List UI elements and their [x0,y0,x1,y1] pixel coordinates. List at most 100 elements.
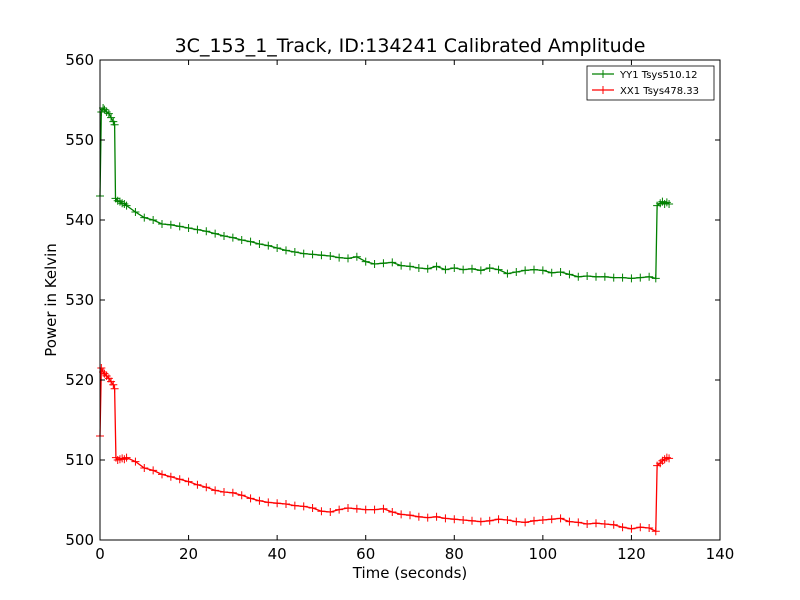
data-point-marker [228,233,237,242]
legend-entry-1: YY1 Tsys510.12 [592,70,698,81]
data-point-marker [166,220,175,229]
data-point-marker [547,515,556,524]
data-point-marker [211,486,220,495]
data-point-marker [556,268,565,276]
y-tick-label: 500 [65,531,94,549]
data-point-marker [441,514,450,523]
data-point-marker [220,232,228,240]
data-point-marker [512,517,521,526]
data-point-marker [583,272,592,280]
data-point-marker [609,520,618,529]
x-tick-label: 120 [617,545,646,563]
data-point-marker [255,240,264,248]
data-point-marker [388,258,397,267]
x-tick-label: 40 [268,545,287,563]
x-tick-label: 140 [706,545,735,563]
data-point-marker [397,261,406,270]
data-point-marker [370,505,379,514]
data-point-marker [149,466,158,475]
data-point-marker [556,514,565,523]
data-point-marker [636,273,645,282]
data-point-marker [600,520,609,528]
y-tick-label: 510 [65,451,94,469]
data-point-marker [184,477,193,486]
y-tick-label: 550 [65,131,94,149]
data-point-marker [665,454,674,463]
y-axis-label: Power in Kelvin [42,243,60,357]
data-point-marker [344,504,352,512]
data-point-marker [158,470,166,479]
data-point-marker [237,491,246,500]
x-tick-label: 60 [356,545,375,563]
data-point-marker [538,266,547,275]
data-point-marker [246,494,255,503]
data-point-marker [600,272,609,281]
data-point-marker [414,264,423,272]
legend-box [586,65,715,101]
data-point-marker [547,268,556,277]
data-point-marker [459,516,468,524]
data-point-marker [109,117,118,126]
legend: YY1 Tsys510.12 XX1 Tsys478.33 [586,65,715,101]
data-point-marker [290,501,299,510]
legend-marker-swatch [599,86,607,94]
data-point-marker [565,270,574,279]
x-tick-label: 80 [445,545,464,563]
data-point-marker [122,453,131,462]
data-point-marker [361,505,370,514]
data-point-marker [175,222,184,231]
data-point-marker [140,464,149,472]
x-tick-label: 0 [95,545,105,563]
data-point-marker [202,227,211,236]
data-point-marker [609,273,618,282]
legend-marker-swatch [599,70,607,78]
data-point-marker [521,518,530,527]
data-point-marker [122,201,131,210]
y-tick-label: 530 [65,291,94,309]
data-point-marker [379,504,388,513]
data-point-marker [264,241,273,250]
data-point-marker [228,488,237,497]
data-point-marker [574,518,583,527]
data-point-marker [450,515,459,524]
legend-label: YY1 Tsys510.12 [619,70,698,81]
y-tick-label: 560 [65,51,94,69]
data-point-marker [432,512,441,521]
data-point-marker [299,502,308,511]
data-point-marker [468,264,476,273]
data-point-marker [308,504,317,512]
data-point-marker [512,268,521,276]
legend-entry-2: XX1 Tsys478.33 [592,86,699,97]
data-point-marker [618,273,627,282]
data-point-marker [131,457,140,466]
data-point-marker [379,259,388,268]
data-point-marker [636,523,645,532]
data-point-marker [406,262,414,271]
data-point-marker [299,249,308,258]
data-point-marker [273,244,282,252]
data-point-marker [441,265,450,274]
data-point-marker [109,380,118,389]
chart-title: 3C_153_1_Track, ID:134241 Calibrated Amp… [175,35,646,57]
data-point-marker [193,480,202,489]
data-point-marker [485,516,494,525]
data-point-marker [246,237,255,246]
data-point-marker [388,508,397,516]
data-point-marker [237,236,246,244]
series-1 [96,104,674,283]
data-point-marker [485,264,494,272]
data-point-marker [326,508,335,516]
data-point-marker [317,251,326,260]
data-point-marker [290,248,299,256]
data-point-marker [645,524,654,532]
data-point-marker [211,229,220,238]
data-point-marker [97,364,106,372]
data-point-marker [273,499,282,508]
data-point-marker [665,200,674,208]
series-2 [96,364,674,536]
data-point-marker [158,220,166,228]
data-point-marker [317,507,326,516]
data-point-marker [503,516,512,524]
data-point-marker [344,254,352,263]
